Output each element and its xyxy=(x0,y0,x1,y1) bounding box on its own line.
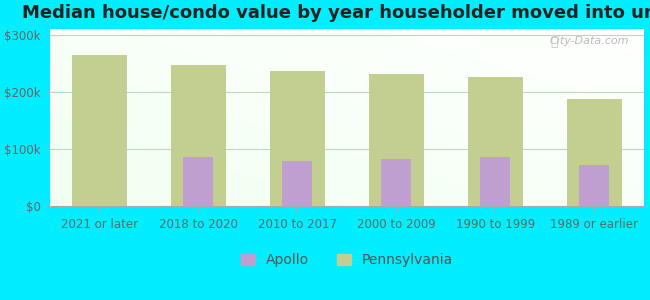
Legend: Apollo, Pennsylvania: Apollo, Pennsylvania xyxy=(235,248,458,273)
Bar xyxy=(270,71,324,206)
Title: Median house/condo value by year householder moved into unit: Median house/condo value by year househo… xyxy=(22,4,650,22)
Bar xyxy=(72,55,127,206)
Bar xyxy=(171,64,226,206)
Text: ⓘ: ⓘ xyxy=(550,36,558,49)
Text: City-Data.com: City-Data.com xyxy=(549,36,629,46)
Bar xyxy=(468,77,523,206)
Bar xyxy=(382,159,411,206)
Bar xyxy=(369,74,424,206)
Bar xyxy=(183,158,213,206)
Bar xyxy=(567,99,621,206)
Bar xyxy=(282,161,312,206)
Bar xyxy=(579,165,609,206)
Bar xyxy=(480,158,510,206)
